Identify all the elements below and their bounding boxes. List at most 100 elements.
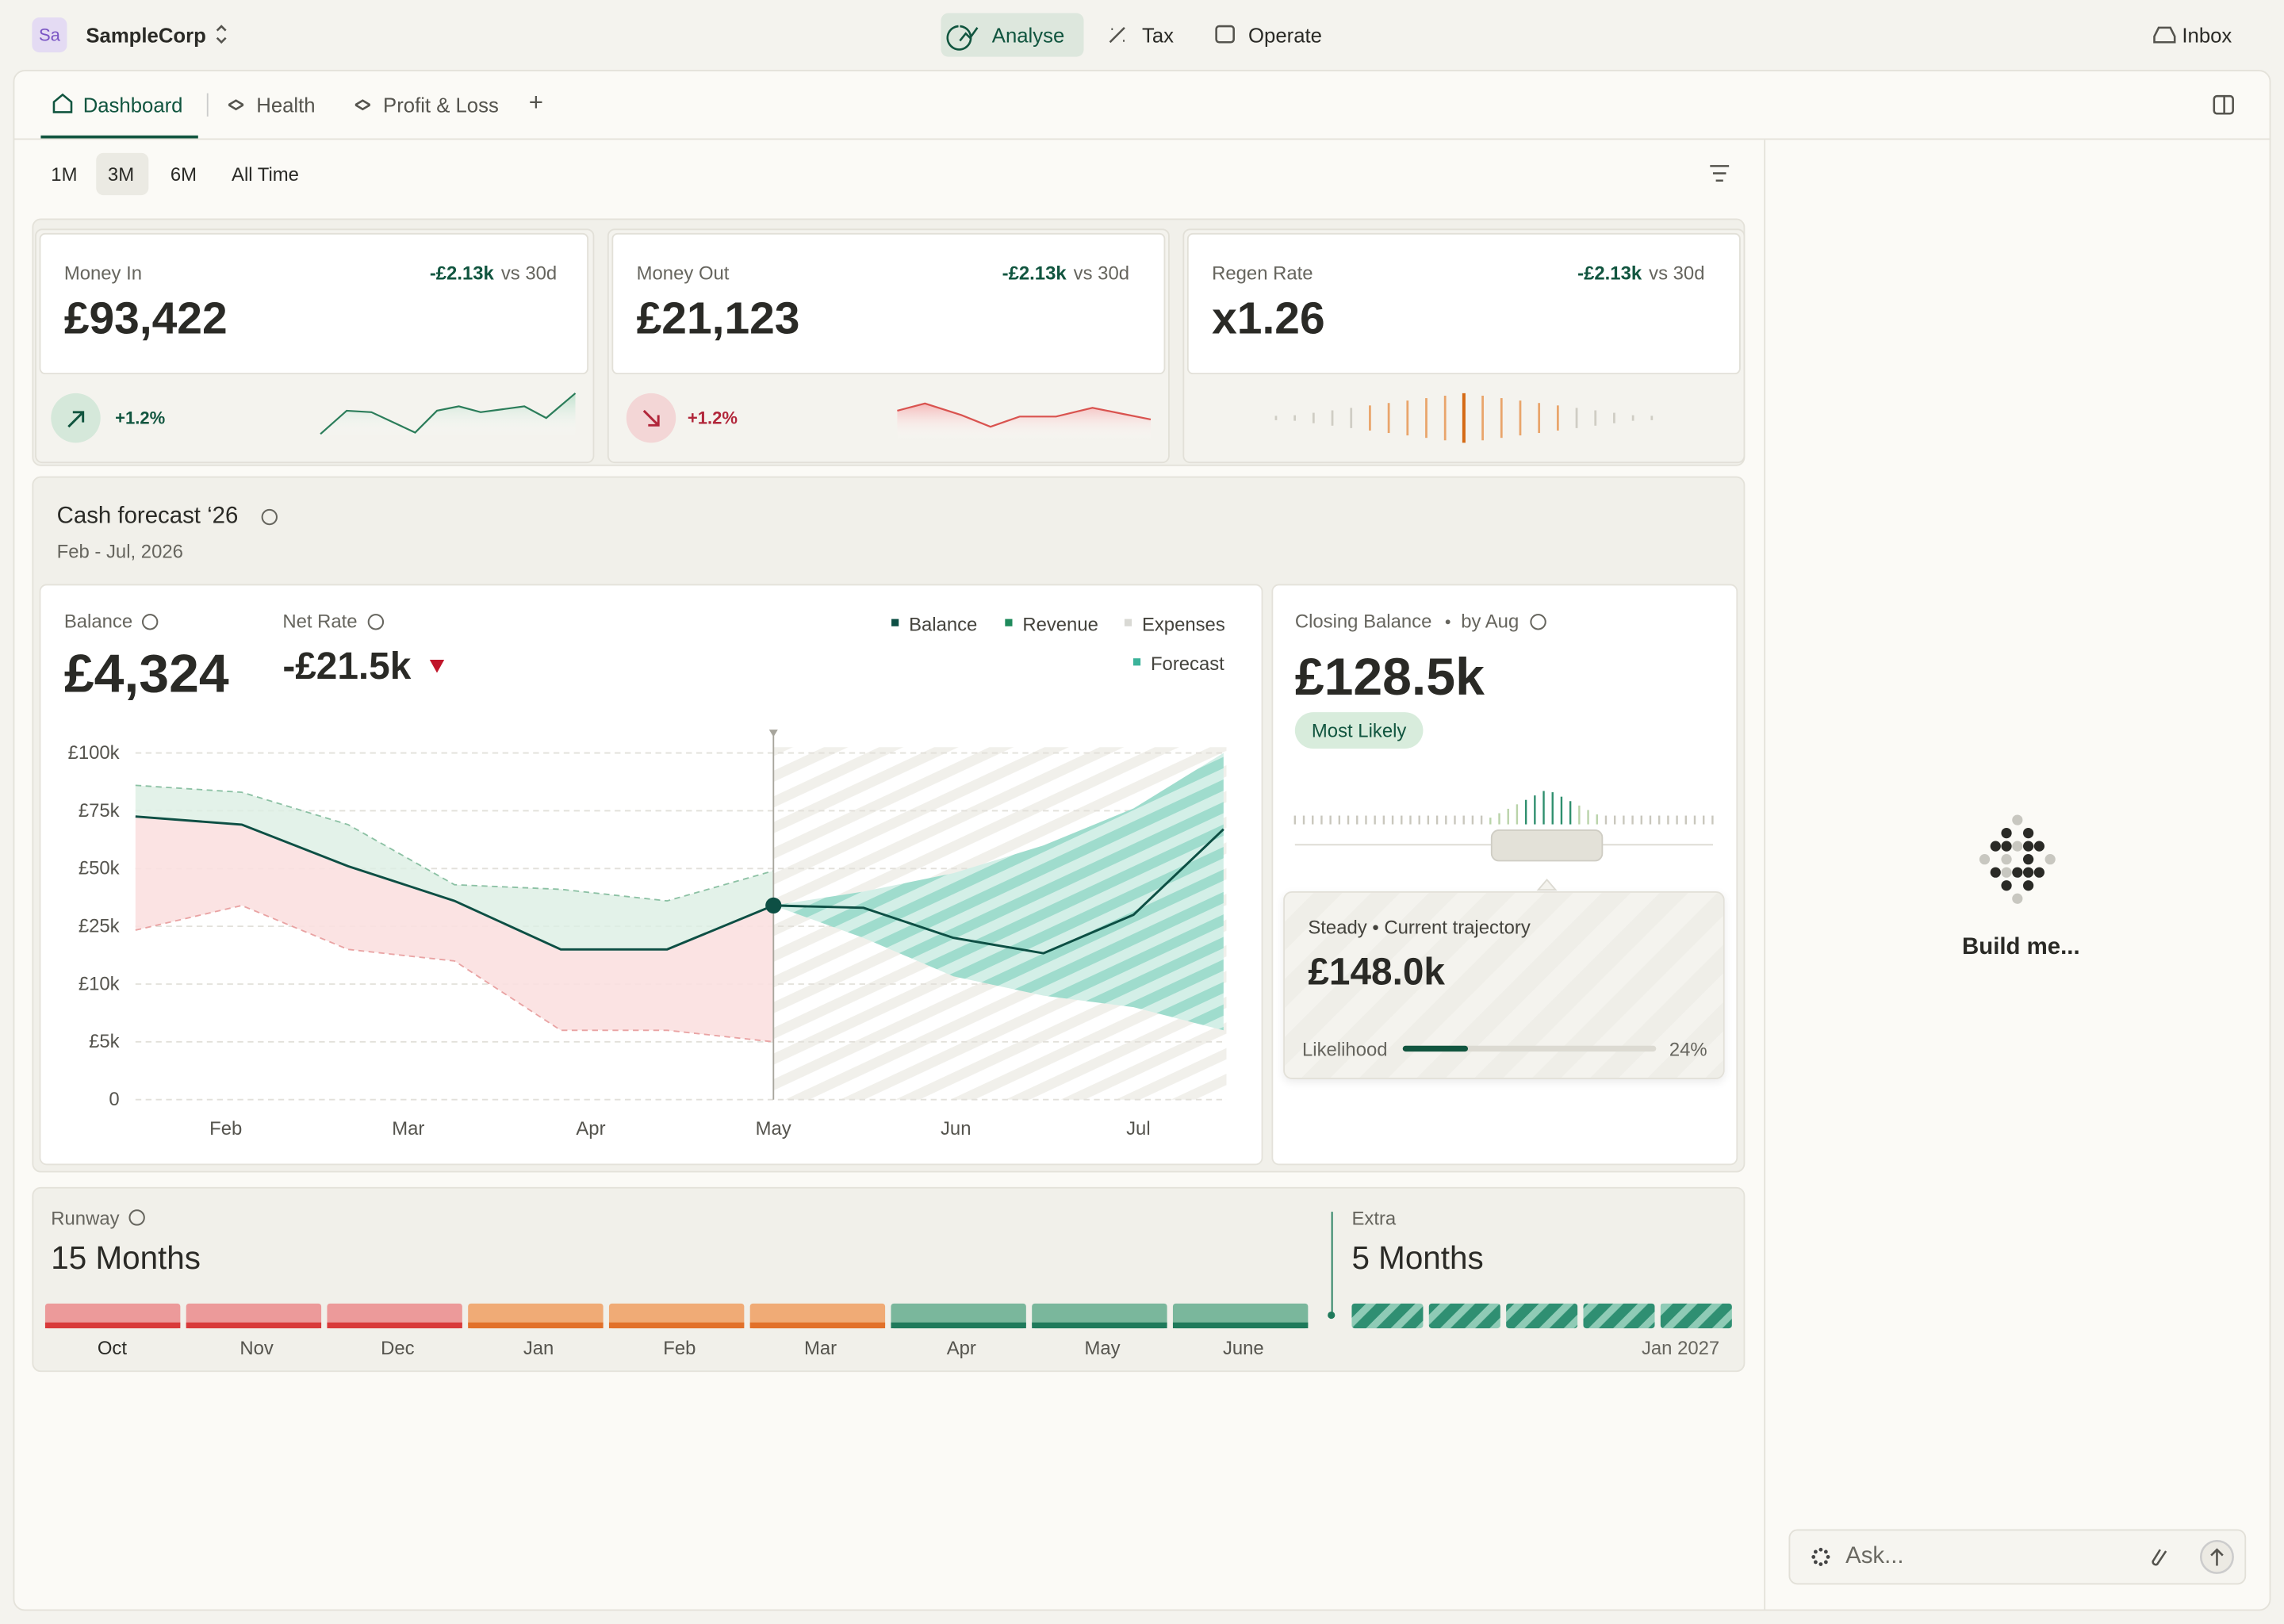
range[interactable]: 1M [51, 163, 78, 186]
add-tab[interactable]: + [528, 89, 543, 117]
nav-item[interactable]: Analyse [991, 23, 1065, 47]
nav-item[interactable]: Tax [1141, 23, 1175, 47]
divider [13, 138, 2271, 140]
runway-panel [32, 1186, 1746, 1373]
closing-by: by Aug [1461, 610, 1519, 633]
legend-label: Expenses [1142, 614, 1225, 635]
extra-segment [1351, 1303, 1424, 1329]
runway-month: Dec [381, 1338, 414, 1359]
ask-icon-dot [1818, 1562, 1823, 1567]
loader-dot [2001, 827, 2012, 839]
dot-separator [1445, 619, 1450, 625]
balance-line [135, 815, 1224, 955]
runway-segment-base [468, 1322, 604, 1329]
loader-dot [2012, 841, 2023, 852]
legend-swatch [1124, 619, 1132, 626]
expenses-edge [135, 904, 774, 1043]
shape [946, 25, 979, 51]
forecast-title: Cash forecast ‘26 [56, 504, 239, 529]
y-tick-label: 0 [109, 1089, 119, 1110]
loader-dot [1979, 854, 1991, 865]
loader-dot [2033, 867, 2044, 878]
loader-dot [2022, 867, 2034, 878]
nav-item[interactable]: Operate [1248, 23, 1322, 47]
expenses-area [135, 816, 774, 1042]
kpi-delta: -£2.13k [1577, 262, 1642, 285]
loader-dot [1990, 841, 2001, 852]
runway-segment [1172, 1303, 1309, 1329]
range[interactable]: 3M [107, 163, 135, 186]
kpi-change: +1.2% [115, 408, 166, 428]
kpi-delta: -£2.13k [429, 262, 494, 285]
legend-label: Forecast [1151, 653, 1224, 675]
x-tick-label: Feb [209, 1118, 242, 1139]
kpi-vs: vs 30d [500, 262, 558, 285]
runway-segment [891, 1303, 1026, 1329]
loader-dot [2001, 841, 2012, 852]
runway-segment [608, 1303, 745, 1329]
runway-segment-base [44, 1322, 181, 1329]
shape [2152, 1549, 2167, 1566]
assistant-prompt: Build me... [1962, 935, 2080, 960]
closing-label: Closing Balance [1294, 610, 1432, 633]
inbox[interactable]: Inbox [2182, 23, 2232, 47]
shape [228, 99, 244, 111]
kpi-label: Money In [63, 262, 143, 285]
shape [67, 411, 85, 428]
scenario-value: £148.0k [1308, 949, 1445, 994]
runway-month: Mar [804, 1338, 837, 1359]
legend-label: Balance [909, 614, 977, 635]
runway-segment-base [891, 1322, 1026, 1329]
range[interactable]: 6M [170, 163, 197, 186]
org-name[interactable]: SampleCorp [86, 23, 206, 47]
tab[interactable]: Health [256, 93, 316, 117]
scenario-label: Steady • Current trajectory [1308, 916, 1531, 938]
loader-dot [2022, 827, 2034, 839]
runway-month: Jan [523, 1338, 554, 1359]
loader-dot [2001, 854, 2012, 865]
x-tick-label: Mar [392, 1118, 424, 1139]
shape [52, 93, 73, 113]
ask-icon-dot [1811, 1555, 1816, 1559]
runway-month: Feb [663, 1338, 696, 1359]
runway-month: Nov [240, 1338, 273, 1359]
runway-segment [327, 1303, 462, 1329]
slider-handle [1490, 829, 1604, 862]
runway-month: Oct [98, 1338, 127, 1359]
balance-label: Balance [63, 610, 133, 633]
tab-separator [206, 93, 209, 117]
ask-icon-dot [1823, 1549, 1828, 1554]
info-icons [128, 508, 1546, 1226]
slider-pointer [1536, 878, 1558, 891]
ask-icon-dot [1813, 1549, 1818, 1554]
runway-month: May [1085, 1338, 1121, 1359]
runway-segment-base [1172, 1322, 1309, 1329]
likelihood-value: 24% [1669, 1038, 1707, 1061]
runway-segment-base [749, 1322, 886, 1329]
tab[interactable]: Profit & Loss [383, 93, 499, 117]
ask-box[interactable] [1788, 1529, 2247, 1585]
kpi-value: x1.26 [1212, 293, 1325, 344]
kpi-vs: vs 30d [1649, 262, 1705, 285]
y-tick-label: £100k [68, 742, 120, 764]
shape [367, 614, 385, 630]
shape [141, 614, 159, 630]
x-tick-label: Jun [941, 1118, 971, 1139]
shape [320, 393, 577, 435]
tab-underline [40, 135, 198, 139]
range[interactable]: All Time [232, 163, 299, 186]
ask-icon-dot [1818, 1547, 1823, 1552]
forecast-band [773, 753, 1224, 1031]
shape [2210, 1548, 2224, 1566]
y-tick-label: £5k [89, 1031, 120, 1052]
avatar: Sa [32, 17, 67, 53]
extra-segment [1583, 1303, 1655, 1329]
extra-label: Extra [1351, 1207, 1397, 1230]
kpi-vs: vs 30d [1073, 262, 1130, 285]
tab[interactable]: Dashboard [82, 93, 183, 117]
kpi-card-top [39, 232, 589, 375]
shape [1215, 25, 1235, 44]
shape [128, 1209, 145, 1226]
shape [642, 409, 660, 427]
sidebar-divider [1764, 140, 1766, 1611]
